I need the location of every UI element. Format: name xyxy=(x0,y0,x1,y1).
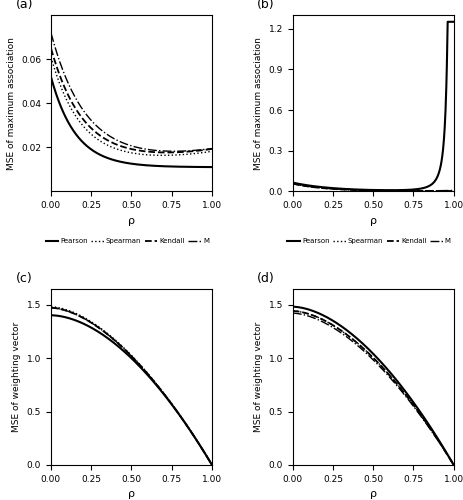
Text: (d): (d) xyxy=(257,272,275,285)
Y-axis label: MSE of maximum association: MSE of maximum association xyxy=(254,37,263,170)
Text: (a): (a) xyxy=(15,0,33,12)
Text: (c): (c) xyxy=(15,272,32,285)
X-axis label: ρ: ρ xyxy=(128,216,135,226)
Text: (b): (b) xyxy=(257,0,275,12)
Legend: Pearson, Spearman, Kendall, M: Pearson, Spearman, Kendall, M xyxy=(43,236,212,247)
X-axis label: ρ: ρ xyxy=(369,216,377,226)
X-axis label: ρ: ρ xyxy=(369,490,377,500)
Y-axis label: MSE of weighting vector: MSE of weighting vector xyxy=(254,322,263,432)
Y-axis label: MSE of maximum association: MSE of maximum association xyxy=(6,37,16,170)
Y-axis label: MSE of weighting vector: MSE of weighting vector xyxy=(13,322,21,432)
Legend: Pearson, Spearman, Kendall, M: Pearson, Spearman, Kendall, M xyxy=(285,236,453,247)
X-axis label: ρ: ρ xyxy=(128,490,135,500)
